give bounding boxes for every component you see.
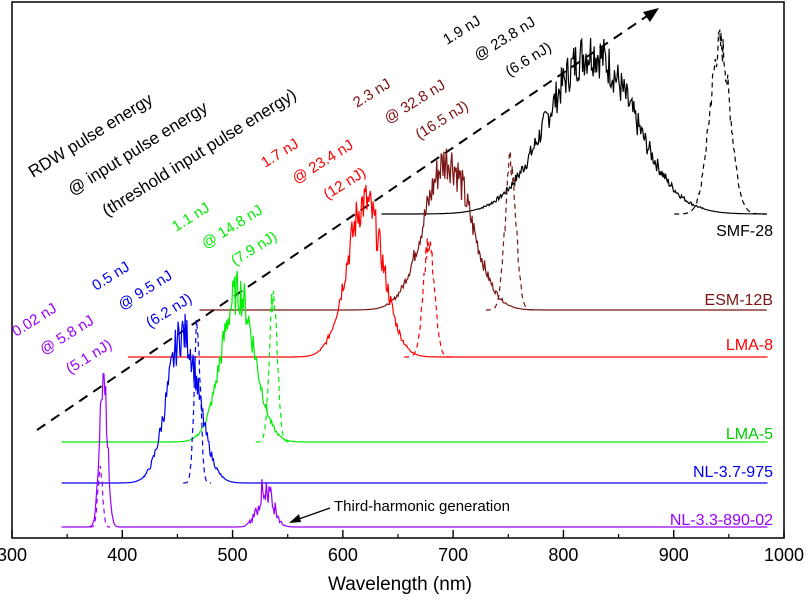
energy-label: 1.9 nJ — [440, 12, 484, 48]
x-tick-label: 900 — [659, 545, 689, 565]
x-tick-label: 600 — [328, 545, 358, 565]
energy-labels-smf28: 1.9 nJ @ 23.8 nJ (6.6 nJ) — [440, 12, 554, 80]
x-tick-label: 1000 — [764, 545, 804, 565]
series-line-input — [89, 465, 111, 528]
thg-annotation-arrow — [295, 507, 331, 521]
energy-label: 1.1 nJ — [169, 199, 213, 235]
series-name-smf28: SMF-28 — [716, 223, 773, 240]
energy-label: 1.7 nJ — [258, 135, 302, 171]
series-layer — [61, 29, 768, 528]
energy-label: 0.5 nJ — [89, 258, 133, 294]
energy-labels-nl33: 0.02 nJ @ 5.8 nJ (5.1 nJ) — [9, 300, 115, 378]
energy-label: 2.3 nJ — [350, 75, 394, 111]
thg-annotation-arrowhead — [289, 514, 301, 523]
series-line-input — [183, 319, 211, 484]
series-line-input — [404, 237, 454, 358]
series-name-nl33: NL-3.3-890-02 — [670, 512, 773, 529]
energy-labels-lma5: 1.1 nJ @ 14.8 nJ (7.9 nJ) — [169, 199, 280, 269]
series-line-rdw — [61, 372, 768, 528]
series-name-nl37: NL-3.7-975 — [693, 464, 773, 481]
energy-labels-lma8: 1.7 nJ @ 23.4 nJ (12 nJ) — [258, 135, 369, 203]
thg-annotation-label: Third-harmonic generation — [334, 498, 510, 515]
energy-labels-esm12b: 2.3 nJ @ 32.8 nJ (16.5 nJ) — [350, 75, 472, 143]
trend-arrow-line — [36, 13, 651, 431]
series-name-lma5: LMA-5 — [726, 426, 773, 443]
series-line-rdw — [61, 313, 768, 484]
series-line-rdw — [61, 270, 768, 443]
x-tick-label: 500 — [218, 545, 248, 565]
x-tick-label: 400 — [107, 545, 137, 565]
series-line-rdw — [381, 37, 767, 215]
series-line-input — [674, 29, 766, 215]
x-ticks: 300 400 500 600 700 800 900 1000 — [0, 530, 804, 565]
series-line-rdw — [199, 148, 767, 311]
series-line-input — [255, 290, 291, 443]
x-tick-label: 300 — [0, 545, 27, 565]
x-tick-label: 800 — [548, 545, 578, 565]
series-line-rdw — [127, 184, 768, 358]
trend-arrow-head — [643, 8, 659, 22]
x-tick-label: 700 — [438, 545, 468, 565]
series-name-esm12b: ESM-12B — [705, 292, 773, 309]
series-name-lma8: LMA-8 — [726, 337, 773, 354]
x-axis-label: Wavelength (nm) — [328, 574, 472, 595]
